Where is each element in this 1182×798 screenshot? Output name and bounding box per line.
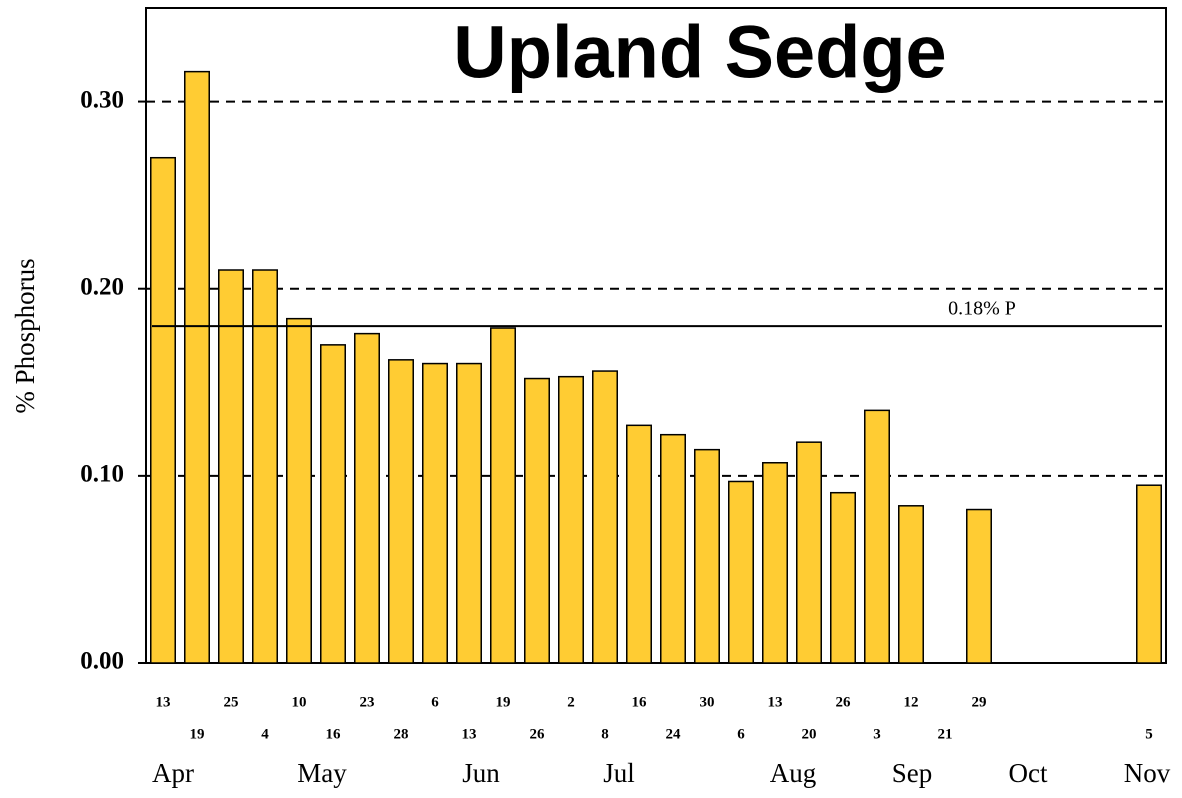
x-tick-label: 26 bbox=[836, 694, 852, 710]
bar bbox=[558, 375, 584, 664]
bar bbox=[490, 327, 516, 664]
x-tick-label: 29 bbox=[972, 694, 987, 710]
x-tick-label: 24 bbox=[666, 726, 682, 742]
month-label: Jun bbox=[462, 758, 500, 788]
month-label: Sep bbox=[892, 758, 933, 788]
bar bbox=[796, 441, 822, 664]
bar bbox=[286, 317, 312, 664]
y-tick-label: 0.10 bbox=[80, 461, 124, 488]
plot-frame bbox=[145, 7, 1167, 664]
y-tick-label: 0.20 bbox=[80, 273, 124, 300]
month-label: Apr bbox=[152, 758, 194, 788]
bar bbox=[830, 491, 856, 664]
month-label: Aug bbox=[770, 758, 817, 788]
bar bbox=[150, 156, 176, 664]
x-tick-label: 21 bbox=[938, 726, 953, 742]
x-tick-label: 3 bbox=[873, 726, 881, 742]
bar bbox=[218, 269, 244, 664]
month-label: May bbox=[297, 758, 347, 788]
x-tick-label: 2 bbox=[567, 694, 575, 710]
x-tick-label: 23 bbox=[360, 694, 375, 710]
month-label: Jul bbox=[603, 758, 635, 788]
y-axis-label: % Phosphorus bbox=[10, 258, 40, 413]
x-tick-label: 20 bbox=[802, 726, 817, 742]
bar bbox=[252, 269, 278, 664]
x-tick-label: 12 bbox=[904, 694, 919, 710]
bar bbox=[354, 332, 380, 664]
x-tick-label: 4 bbox=[261, 726, 269, 742]
bar bbox=[320, 344, 346, 664]
bar bbox=[660, 433, 686, 664]
bar bbox=[966, 508, 992, 664]
bar bbox=[592, 370, 618, 664]
x-tick-label: 13 bbox=[462, 726, 477, 742]
x-tick-label: 28 bbox=[394, 726, 409, 742]
x-tick-label: 19 bbox=[190, 726, 205, 742]
bar bbox=[762, 462, 788, 664]
reference-label: 0.18% P bbox=[948, 298, 1016, 320]
x-tick-label: 16 bbox=[326, 726, 342, 742]
bar bbox=[898, 505, 924, 664]
y-tick-label: 0.30 bbox=[80, 86, 124, 113]
bar bbox=[694, 448, 720, 664]
bar bbox=[1136, 484, 1162, 664]
x-tick-label: 13 bbox=[156, 694, 171, 710]
bar bbox=[456, 362, 482, 664]
x-tick-label: 6 bbox=[431, 694, 439, 710]
y-tick-label: 0.00 bbox=[80, 648, 124, 675]
bar bbox=[864, 409, 890, 664]
month-label: Oct bbox=[1009, 758, 1048, 788]
bar bbox=[626, 424, 652, 664]
x-tick-label: 6 bbox=[737, 726, 745, 742]
month-label: Nov bbox=[1124, 758, 1171, 788]
x-tick-label: 19 bbox=[496, 694, 511, 710]
x-tick-label: 10 bbox=[292, 694, 307, 710]
x-tick-label: 5 bbox=[1145, 726, 1153, 742]
bar bbox=[388, 359, 414, 664]
chart-title: Upland Sedge bbox=[453, 11, 946, 94]
bar bbox=[524, 377, 550, 664]
x-tick-label: 26 bbox=[530, 726, 546, 742]
x-tick-label: 30 bbox=[700, 694, 715, 710]
x-tick-label: 8 bbox=[601, 726, 609, 742]
bar bbox=[728, 480, 754, 664]
x-tick-label: 13 bbox=[768, 694, 783, 710]
bar bbox=[184, 70, 210, 664]
x-tick-label: 16 bbox=[632, 694, 648, 710]
x-tick-label: 25 bbox=[224, 694, 239, 710]
bar bbox=[422, 362, 448, 664]
